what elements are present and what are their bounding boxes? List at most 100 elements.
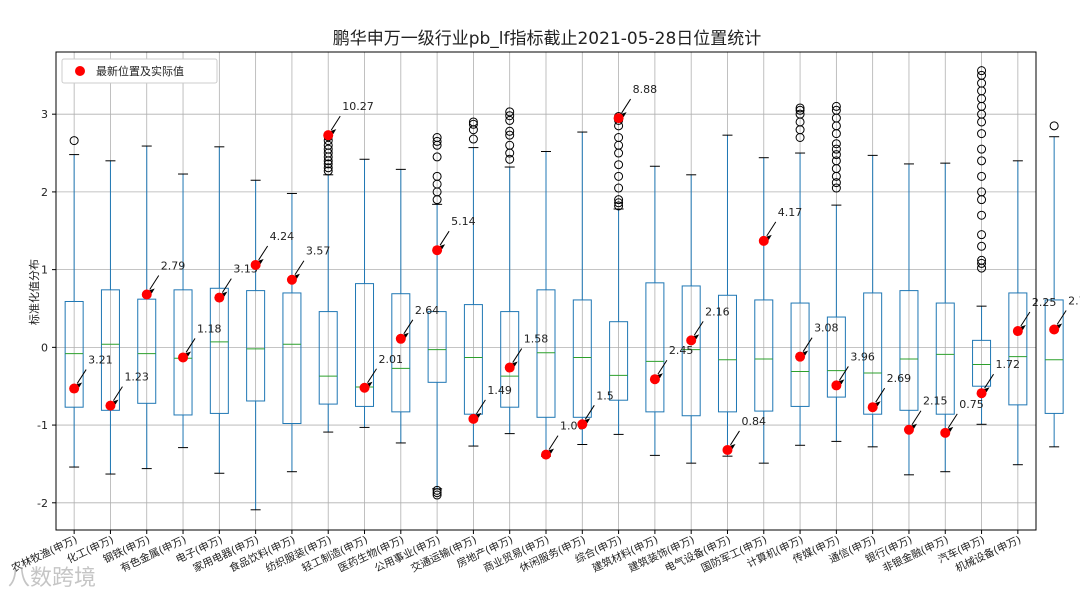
flier-point — [795, 105, 805, 115]
flier-point — [795, 103, 805, 113]
latest-value-label: 1.49 — [487, 384, 512, 397]
flier-point — [614, 132, 624, 142]
latest-value-label: 3.08 — [814, 322, 839, 335]
flier-point — [977, 258, 987, 268]
flier-point — [977, 230, 987, 240]
latest-point — [286, 274, 297, 285]
flier-point — [505, 111, 515, 121]
box-4 — [173, 173, 193, 449]
annotation-arrow — [802, 337, 813, 352]
latest-point — [940, 427, 951, 438]
box-22 — [826, 101, 846, 442]
box-body — [391, 293, 411, 413]
box-26 — [972, 66, 992, 425]
latest-point — [105, 400, 116, 411]
latest-point — [613, 113, 624, 124]
annotation-arrowhead — [439, 244, 446, 250]
latest-value-label: 0.75 — [959, 398, 984, 411]
box-body — [863, 292, 883, 415]
latest-point — [976, 388, 987, 399]
latest-point — [504, 362, 515, 373]
flier-point — [432, 490, 442, 500]
latest-value-label: 8.88 — [633, 83, 658, 96]
latest-value-label: 1.58 — [524, 333, 549, 346]
annotation-arrow — [294, 260, 305, 276]
latest-value-label: 2.64 — [415, 304, 440, 317]
latest-point — [250, 259, 261, 270]
latest-value-label: 3.21 — [88, 354, 113, 367]
flier-point — [432, 152, 442, 162]
latest-value-label: 1.5 — [596, 389, 614, 402]
latest-point — [686, 335, 697, 346]
box-9 — [355, 158, 375, 428]
y-tick-label: 1 — [41, 264, 48, 277]
box-28 — [1044, 121, 1064, 448]
box-body — [246, 290, 266, 402]
annotation-arrow — [439, 230, 450, 246]
box-16 — [609, 112, 629, 435]
flier-point — [614, 198, 624, 208]
flier-point — [831, 101, 841, 111]
latest-value-label: 2.79 — [161, 259, 186, 272]
flier-point — [323, 163, 333, 173]
flier-point — [977, 144, 987, 154]
annotation-arrow — [911, 410, 922, 426]
flier-point — [614, 183, 624, 193]
latest-point — [323, 130, 334, 141]
annotation-arrowhead — [1056, 323, 1063, 329]
latest-point — [831, 380, 842, 391]
flier-point — [323, 159, 333, 169]
latest-point — [1049, 324, 1060, 335]
box-13 — [500, 107, 520, 435]
latest-point — [69, 383, 80, 394]
flier-point — [831, 183, 841, 193]
flier-point — [614, 160, 624, 170]
annotation-arrowhead — [548, 448, 554, 454]
flier-point — [432, 488, 442, 498]
box-19 — [717, 134, 737, 457]
plot-area: 3.211.232.791.183.134.243.5710.272.012.6… — [9, 51, 1080, 575]
box-body — [645, 282, 665, 413]
latest-value-label: 5.14 — [451, 215, 476, 228]
flier-point — [977, 187, 987, 197]
latest-point — [468, 413, 479, 424]
annotation-arrowhead — [874, 401, 881, 407]
annotation-arrowhead — [1019, 325, 1026, 331]
flier-point — [468, 119, 478, 129]
flier-point — [977, 70, 987, 80]
annotation-arrow — [403, 319, 414, 335]
latest-value-label: 1.72 — [996, 358, 1021, 371]
flier-point — [1049, 121, 1059, 131]
box-body — [1008, 292, 1028, 406]
box-body — [282, 292, 302, 425]
latest-point — [795, 351, 806, 362]
annotation-arrow — [730, 430, 740, 446]
box-10 — [391, 168, 411, 444]
annotation-arrowhead — [693, 334, 700, 340]
annotation-arrow — [766, 221, 777, 237]
flier-point — [977, 156, 987, 166]
chart-title: 鹏华申万一级行业pb_lf指标截止2021-05-28日位置统计 — [333, 29, 762, 49]
annotation-arrow — [875, 387, 886, 403]
annotation-arrowhead — [511, 361, 518, 367]
box-body — [355, 283, 375, 407]
box-body — [826, 316, 846, 398]
annotation-arrow — [512, 348, 523, 363]
annotation-arrow — [947, 413, 958, 429]
annotation-arrow — [475, 399, 486, 415]
flier-point — [831, 144, 841, 154]
annotation-arrowhead — [402, 332, 409, 338]
box-20 — [754, 157, 774, 464]
watermark-text: 八数跨境 — [8, 566, 97, 591]
latest-value-label: 1.23 — [124, 371, 149, 384]
latest-value-label: 3.96 — [850, 350, 875, 363]
box-21 — [790, 103, 810, 446]
flier-point — [505, 154, 515, 164]
annotation-arrowhead — [185, 351, 192, 357]
annotation-arrowhead — [983, 387, 990, 393]
flier-point — [977, 129, 987, 139]
latest-value-label: 2.15 — [923, 395, 948, 408]
annotation-arrow — [984, 373, 994, 389]
